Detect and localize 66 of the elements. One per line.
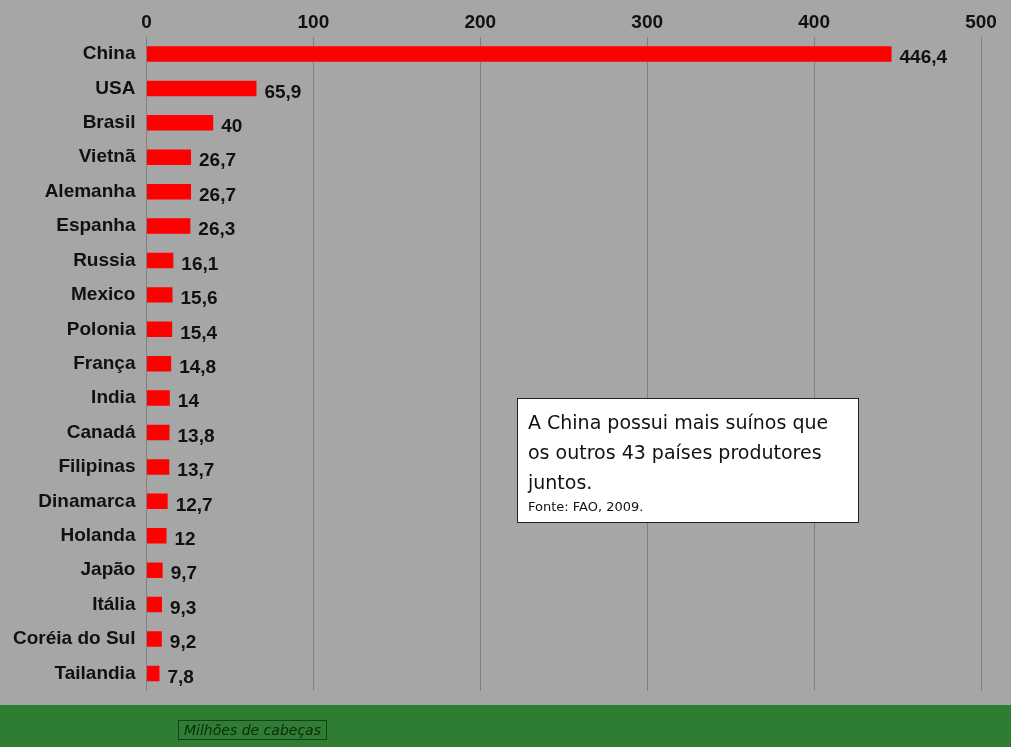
x-tick-label: 300 <box>631 10 664 32</box>
bar <box>146 287 173 303</box>
data-label: 65,9 <box>264 80 302 102</box>
x-tick-label: 0 <box>141 10 152 32</box>
bar <box>146 631 162 647</box>
bar <box>146 665 160 682</box>
x-tick-label: 200 <box>464 10 497 32</box>
y-tick-label: Alemanha <box>44 179 136 201</box>
y-tick-label: Tailandia <box>54 661 136 683</box>
y-tick-label: Coréia do Sul <box>12 627 136 649</box>
y-tick-label: Polonia <box>66 317 136 339</box>
y-tick-label: Itália <box>92 592 136 614</box>
annotation: Fonte: FAO, 2009. <box>528 499 645 514</box>
bar <box>146 115 214 131</box>
data-label: 26,7 <box>199 149 237 171</box>
bar <box>146 562 163 578</box>
data-label: 15,6 <box>180 287 218 309</box>
bar <box>146 321 173 338</box>
bar <box>146 528 167 544</box>
bar <box>146 46 892 62</box>
y-tick-label: Mexico <box>71 283 136 305</box>
y-tick-label: Brasil <box>82 111 136 133</box>
y-tick-label: Vietnã <box>78 145 136 167</box>
bar <box>146 252 174 269</box>
y-tick-label: Filipinas <box>58 455 136 477</box>
bar <box>146 80 257 97</box>
data-label: 9,2 <box>169 631 197 653</box>
y-tick-label: Dinamarca <box>38 489 136 511</box>
x-axis-title: Milhões de cabeças <box>178 720 327 740</box>
data-label: 26,7 <box>199 183 237 205</box>
data-label: 446,4 <box>899 46 948 68</box>
data-label: 15,4 <box>180 321 218 343</box>
data-label: 14,8 <box>179 355 217 377</box>
y-tick-label: Russia <box>73 248 136 270</box>
data-label: 9,3 <box>169 596 197 618</box>
bar <box>146 218 191 234</box>
data-label: 40 <box>221 115 243 137</box>
bar <box>146 493 168 510</box>
data-label: 12 <box>174 527 196 549</box>
bar <box>146 149 192 165</box>
y-tick-label: Japão <box>80 558 136 580</box>
data-label: 7,8 <box>167 665 194 687</box>
x-tick-label: 400 <box>798 10 830 32</box>
bar <box>146 183 192 200</box>
bar <box>146 596 162 613</box>
x-tick-label: 500 <box>965 10 997 32</box>
data-label: 12,7 <box>175 493 213 515</box>
data-label: 16,1 <box>181 252 219 274</box>
data-label: 13,7 <box>177 459 215 481</box>
annotation: A China possui mais suínos que os outros 43 países produtores juntos. <box>528 410 830 495</box>
y-tick-label: Espanha <box>56 214 136 236</box>
x-tick-label: 100 <box>297 10 330 32</box>
y-tick-label: India <box>91 386 136 408</box>
bar <box>146 424 170 441</box>
y-tick-label: Canadá <box>66 420 136 442</box>
y-tick-label: USA <box>95 76 136 98</box>
data-label: 26,3 <box>198 218 236 240</box>
bar <box>146 355 172 372</box>
data-label: 13,8 <box>177 424 215 446</box>
bar <box>146 390 170 406</box>
data-label: 9,7 <box>170 562 198 584</box>
data-label: 14 <box>177 390 200 412</box>
y-tick-label: França <box>73 351 136 373</box>
bar <box>146 459 170 475</box>
y-tick-label: China <box>82 42 136 64</box>
y-tick-label: Holanda <box>60 523 136 545</box>
